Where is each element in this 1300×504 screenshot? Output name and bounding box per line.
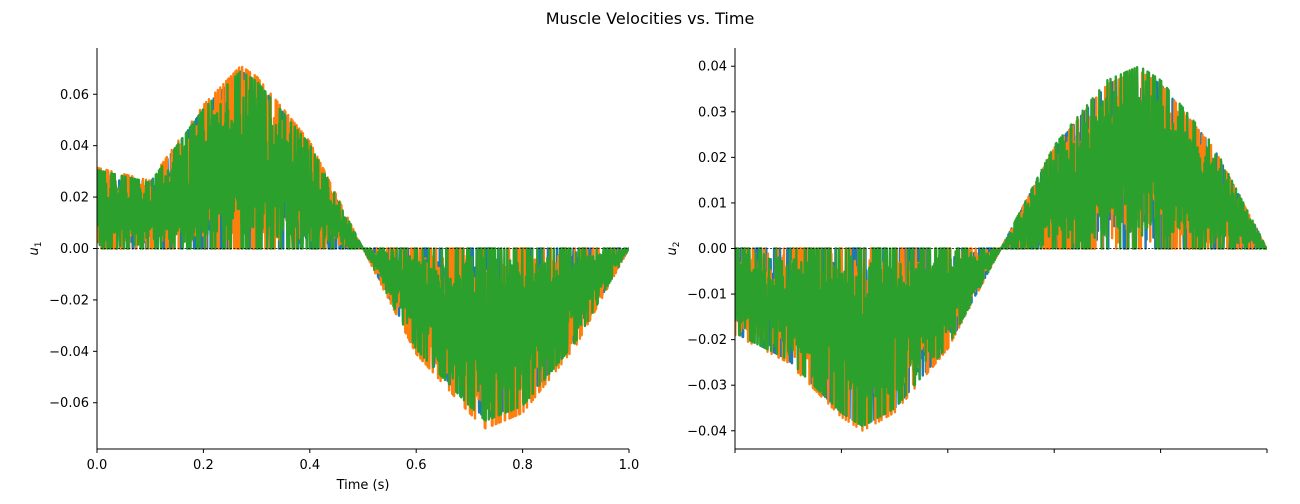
y-tick-label: 0.01 [698, 196, 727, 211]
y-axis-label: u1 [27, 242, 44, 256]
x-axis-label: Time (s) [336, 478, 390, 493]
y-tick-label: −0.02 [49, 293, 89, 308]
subplot-u2: −0.04 −0.03 −0.02 −0.01 0.00 0.01 0.02 0.03 0.04… [665, 48, 1268, 453]
subplot-u1: −0.06 −0.04 −0.02 0.00 0.02 0.04 0.06 0.0 0.2 0.4… [27, 48, 639, 493]
y-tick-label: 0.02 [60, 191, 89, 206]
y-tick-label: −0.04 [687, 424, 727, 439]
y-tick-label: −0.06 [49, 396, 89, 411]
x-tick-label: 1.0 [619, 458, 640, 473]
y-tick-label: −0.03 [687, 379, 727, 394]
x-tick-label: 0.0 [87, 458, 108, 473]
y-tick-label: 0.04 [60, 139, 89, 154]
y-tick-label: 0.06 [60, 88, 89, 103]
series-group [735, 65, 1267, 432]
figure-title: Muscle Velocities vs. Time [545, 9, 755, 28]
y-axis-label: u2 [665, 242, 682, 256]
series-group [97, 65, 629, 430]
y-tick-label: −0.04 [49, 345, 89, 360]
x-tick-label: 0.4 [299, 458, 320, 473]
y-tick-label: 0.03 [698, 105, 727, 120]
y-tick-label: −0.02 [687, 333, 727, 348]
x-tick-label: 0.8 [512, 458, 533, 473]
y-tick-label: 0.00 [698, 242, 727, 257]
y-tick-label: −0.01 [687, 288, 727, 303]
y-tick-label: 0.00 [60, 242, 89, 257]
y-tick-label: 0.04 [698, 60, 727, 75]
x-tick-label: 0.2 [193, 458, 214, 473]
y-tick-label: 0.02 [698, 151, 727, 166]
x-tick-label: 0.6 [406, 458, 427, 473]
series-line-3 [97, 71, 629, 422]
